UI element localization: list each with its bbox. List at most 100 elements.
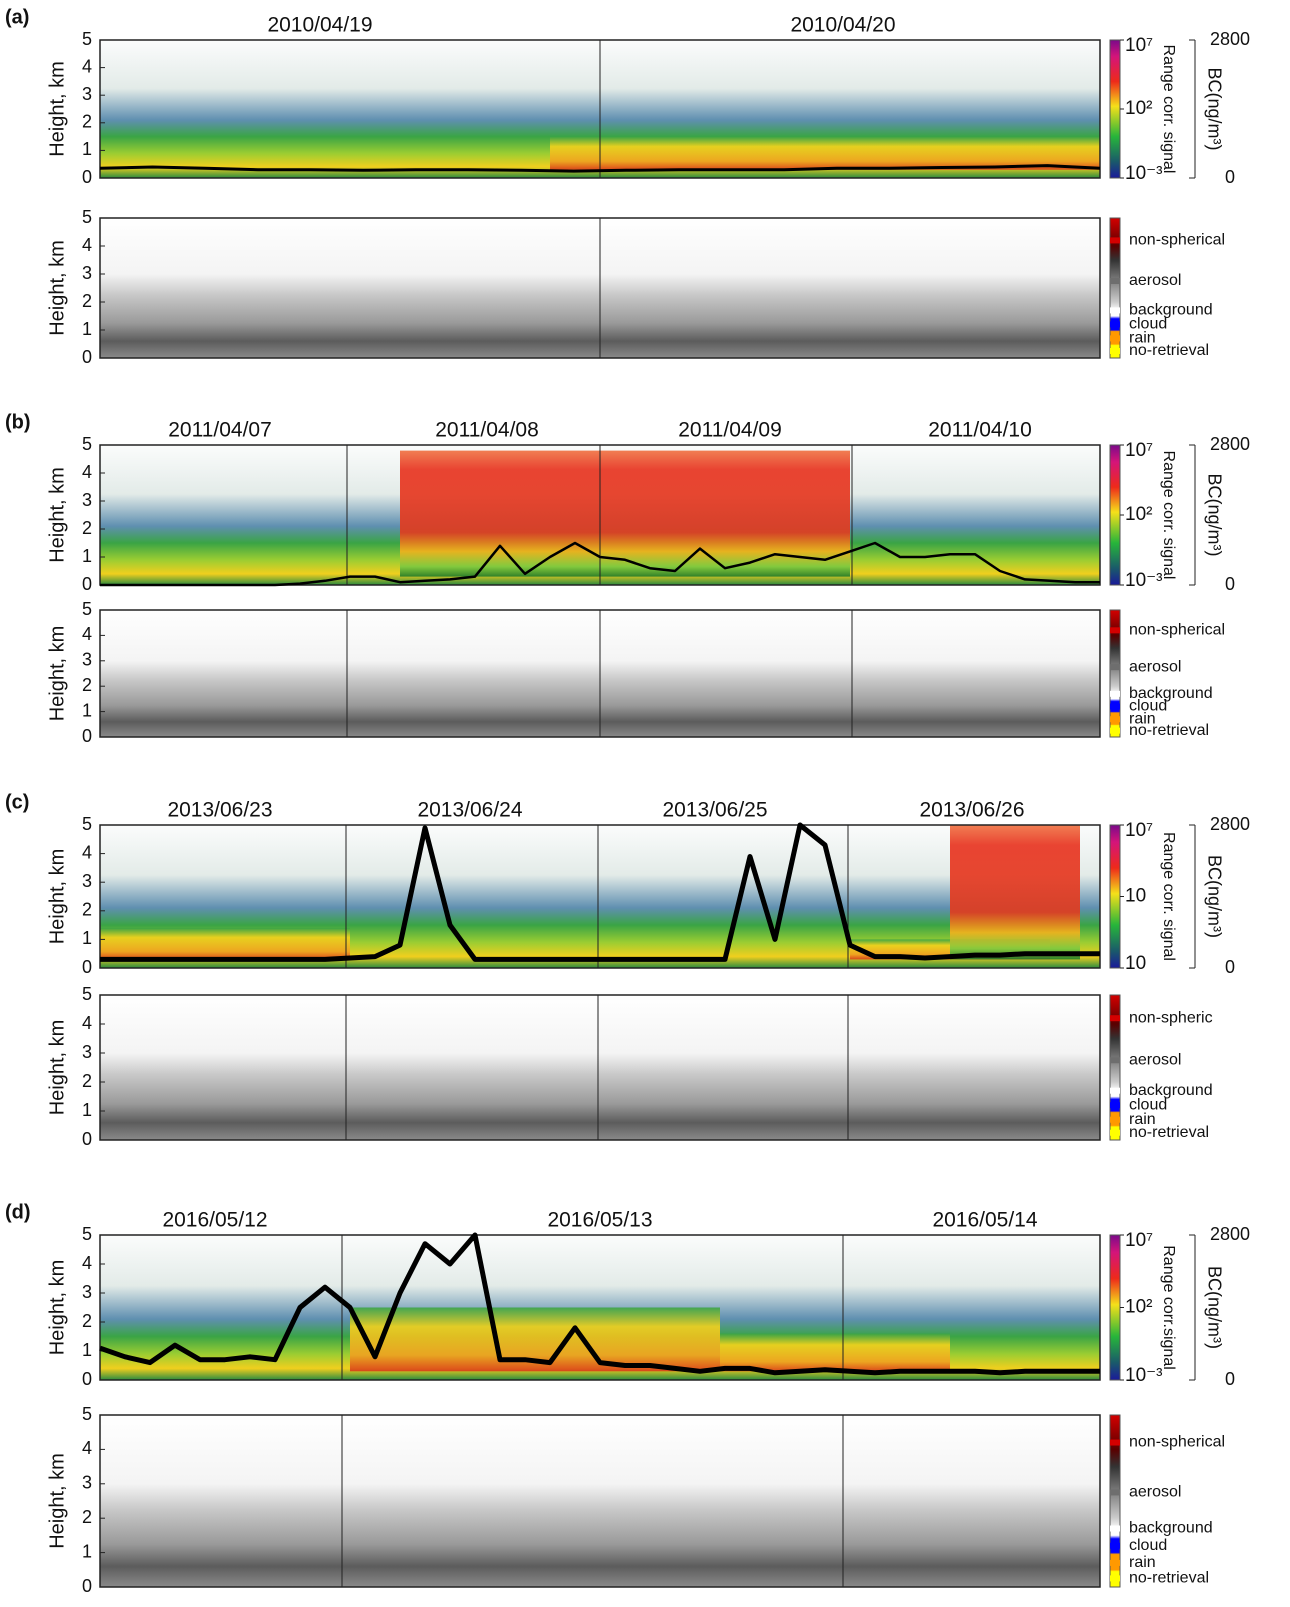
y-tick-label: 4 (82, 1253, 92, 1273)
y-tick-label: 1 (82, 139, 92, 159)
legend-swatch (1110, 1439, 1120, 1446)
y-tick-label: 0 (82, 957, 92, 977)
colorbar-tick-label: 10 (1125, 953, 1146, 974)
y-tick-label: 4 (82, 235, 92, 255)
legend-label: cloud (1129, 698, 1167, 715)
y-tick-label: 3 (82, 1282, 92, 1302)
bc-tick-label: 0 (1225, 167, 1235, 187)
legend-swatch (1110, 1525, 1120, 1532)
y-axis-label: Height, km (46, 467, 68, 563)
legend-swatch (1110, 348, 1120, 354)
date-label: 2013/06/23 (167, 799, 272, 822)
panel-label: (b) (5, 411, 31, 433)
legend-swatch (1110, 716, 1120, 723)
y-tick-label: 5 (82, 984, 92, 1004)
y-tick-label: 1 (82, 928, 92, 948)
panel-label: (c) (5, 791, 29, 813)
legend-swatch (1110, 690, 1120, 697)
legend-swatch (1110, 1559, 1120, 1566)
y-tick-label: 2 (82, 1071, 92, 1091)
y-tick-label: 2 (82, 518, 92, 538)
legend-label: no-retrieval (1129, 1124, 1209, 1141)
y-tick-label: 2 (82, 112, 92, 132)
legend-label: background (1129, 1082, 1213, 1099)
date-label: 2010/04/20 (790, 14, 895, 37)
frame (99, 824, 1101, 969)
y-tick-label: 3 (82, 871, 92, 891)
legend-swatch (1110, 627, 1120, 634)
colorbar-label: Range corr. signal (1160, 451, 1177, 580)
y-tick-label: 0 (82, 347, 92, 367)
bc-tick-label: 2800 (1210, 29, 1250, 49)
y-tick-label: 3 (82, 84, 92, 104)
y-tick-label: 5 (82, 434, 92, 454)
legend-label: rain (1129, 710, 1156, 727)
legend-swatch (1110, 1057, 1120, 1064)
boundary-layer (100, 927, 350, 960)
colorbar-tick-label: 10² (1125, 504, 1152, 525)
y-tick-label: 5 (82, 814, 92, 834)
y-tick-label: 2 (82, 1311, 92, 1331)
legend-label: no-retrieval (1129, 342, 1209, 359)
legend-swatch (1110, 1087, 1120, 1094)
y-tick-label: 1 (82, 700, 92, 720)
colorbar-tick-label: 10⁷ (1125, 820, 1153, 841)
legend-label: cloud (1129, 1096, 1167, 1113)
y-tick-label: 1 (82, 546, 92, 566)
y-tick-label: 4 (82, 1438, 92, 1458)
classification-image (100, 995, 1100, 1140)
y-tick-label: 4 (82, 1013, 92, 1033)
bc-axis-label: BC(ng/m³) (1204, 67, 1224, 150)
date-label: 2016/05/13 (547, 1209, 652, 1232)
y-tick-label: 5 (82, 1404, 92, 1424)
bc-axis-label: BC(ng/m³) (1204, 855, 1224, 938)
legend-bar (1109, 1414, 1121, 1588)
legend-label: background (1129, 302, 1213, 319)
panel-label: (d) (5, 1201, 31, 1223)
colorbar-label: Range corr. signal (1160, 45, 1177, 174)
legend-bar (1109, 609, 1121, 738)
legend-swatch (1110, 1542, 1120, 1549)
y-axis-label: Height, km (46, 61, 68, 157)
y-tick-label: 1 (82, 1541, 92, 1561)
dust-layer (950, 825, 1080, 960)
bc-line (99, 1232, 1100, 1376)
legend-label: aerosol (1129, 1484, 1181, 1501)
legend-label: cloud (1129, 316, 1167, 333)
bc-tick-label: 2800 (1210, 1224, 1250, 1244)
y-tick-label: 4 (82, 842, 92, 862)
panel-label: (a) (5, 6, 29, 28)
boundary-layer (550, 136, 1100, 170)
date-label: 2011/04/07 (168, 419, 272, 442)
bc-tick-label: 0 (1225, 574, 1235, 594)
colorbar (1109, 444, 1121, 586)
bc-tick-label: 0 (1225, 957, 1235, 977)
bc-axis-label: BC(ng/m³) (1204, 1266, 1224, 1349)
legend-label: aerosol (1129, 272, 1181, 289)
legend-swatch (1110, 307, 1120, 314)
y-axis-label: Height, km (46, 1020, 68, 1116)
frame (99, 1234, 1101, 1381)
legend-label: no-retrieval (1129, 1570, 1209, 1587)
y-tick-label: 0 (82, 1129, 92, 1149)
y-tick-label: 3 (82, 1473, 92, 1493)
legend-swatch (1110, 1575, 1120, 1582)
bc-line (99, 164, 1101, 173)
legend-swatch (1110, 321, 1120, 328)
date-label: 2013/06/24 (417, 799, 522, 822)
colorbar-tick-label: 10⁷ (1125, 440, 1153, 461)
date-label: 2016/05/14 (932, 1209, 1037, 1232)
y-tick-label: 2 (82, 291, 92, 311)
y-tick-label: 3 (82, 263, 92, 283)
legend-swatch (1110, 703, 1120, 710)
legend-swatch (1110, 664, 1120, 671)
legend-swatch (1110, 1102, 1120, 1109)
legend-label: no-retrieval (1129, 722, 1209, 739)
dust-layer (400, 450, 850, 577)
frame (99, 1414, 1101, 1588)
y-axis-label: Height, km (46, 240, 68, 336)
legend-label: aerosol (1129, 1051, 1181, 1068)
y-tick-label: 5 (82, 1224, 92, 1244)
legend-label: non-spheric (1129, 1009, 1213, 1026)
